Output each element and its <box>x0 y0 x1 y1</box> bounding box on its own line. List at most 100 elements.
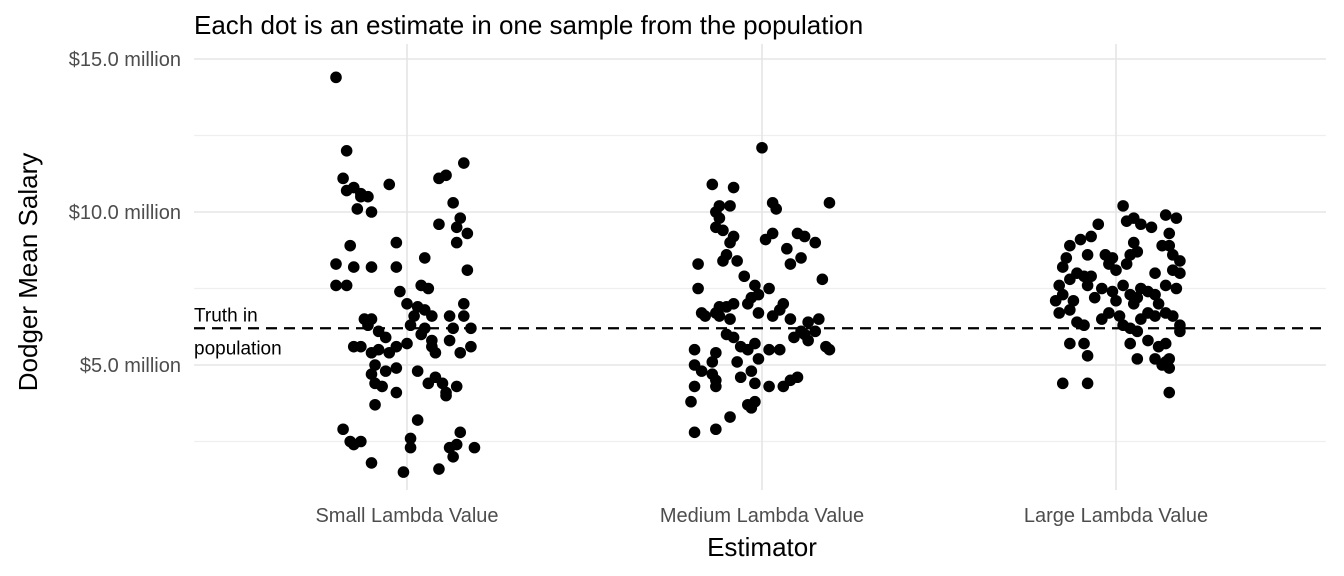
data-point <box>1067 294 1080 307</box>
data-point <box>454 346 467 359</box>
y-axis-tick-labels: $5.0 million $10.0 million $15.0 million <box>69 49 181 377</box>
data-point <box>809 236 822 249</box>
data-point <box>1142 334 1154 347</box>
data-point <box>1163 239 1176 252</box>
data-point <box>337 423 349 436</box>
data-point <box>1117 200 1129 212</box>
data-point <box>372 343 385 356</box>
data-point <box>1152 298 1165 310</box>
x-tick-label: Large Lambda Value <box>1024 505 1208 527</box>
data-point <box>411 414 424 426</box>
data-point <box>1053 307 1065 319</box>
data-point <box>365 368 378 380</box>
data-point <box>344 239 357 252</box>
data-point <box>1120 215 1133 227</box>
data-point <box>450 236 463 249</box>
data-point <box>1174 267 1186 280</box>
x-tick-label: Medium Lambda Value <box>660 505 864 527</box>
data-point <box>461 264 474 276</box>
x-axis-tick-labels: Small Lambda Value Medium Lambda Value Lar… <box>315 505 1208 527</box>
data-point <box>330 279 342 292</box>
data-point <box>415 328 428 341</box>
data-point <box>1131 353 1144 365</box>
data-point <box>465 322 477 335</box>
data-point <box>1149 267 1161 280</box>
data-point <box>773 304 786 316</box>
data-point <box>450 221 463 234</box>
data-point <box>727 181 740 194</box>
data-point <box>440 389 452 402</box>
data-point <box>724 200 736 212</box>
data-point <box>340 279 353 292</box>
data-point <box>1064 337 1076 350</box>
x-tick-label: Small Lambda Value <box>315 505 498 527</box>
data-point <box>688 426 701 439</box>
data-point <box>365 261 378 273</box>
data-point <box>355 435 367 448</box>
data-point <box>1064 304 1076 316</box>
data-point <box>756 141 768 154</box>
data-point <box>411 365 424 377</box>
data-point <box>788 331 800 344</box>
data-point <box>1106 285 1119 298</box>
data-point <box>426 310 438 322</box>
data-point <box>365 457 378 469</box>
data-point <box>369 359 381 371</box>
data-point <box>465 340 477 353</box>
data-point <box>1135 218 1147 231</box>
data-point <box>770 203 782 215</box>
y-tick-label: $5.0 million <box>80 355 181 377</box>
data-point <box>450 438 463 451</box>
data-point <box>763 282 775 295</box>
data-point <box>1096 282 1108 295</box>
data-point <box>781 242 793 255</box>
data-point <box>365 206 378 218</box>
data-point <box>454 212 467 224</box>
data-point <box>429 346 442 359</box>
data-point <box>401 298 413 310</box>
data-point <box>749 337 761 350</box>
data-point <box>397 466 410 478</box>
data-point <box>418 252 431 264</box>
data-point <box>1163 386 1176 399</box>
data-point <box>713 212 726 224</box>
data-point <box>337 172 349 185</box>
data-point <box>1159 337 1172 350</box>
data-point <box>1149 310 1161 322</box>
data-point <box>823 197 836 209</box>
data-point <box>390 362 403 374</box>
y-axis-title: Dodger Mean Salary <box>13 153 43 391</box>
x-axis-title: Estimator <box>707 532 817 562</box>
y-tick-label: $10.0 million <box>69 202 181 224</box>
data-point <box>1049 294 1062 307</box>
data-point <box>461 227 474 240</box>
data-point <box>458 310 470 322</box>
data-point <box>340 145 353 157</box>
data-point <box>731 255 743 267</box>
data-point <box>802 316 814 328</box>
data-point <box>1064 239 1076 252</box>
data-point <box>355 340 367 353</box>
data-point <box>1113 310 1126 322</box>
data-point <box>692 282 704 295</box>
data-point <box>351 203 364 215</box>
data-point <box>1092 218 1105 231</box>
data-point <box>330 71 342 84</box>
data-point <box>1145 221 1158 234</box>
data-point <box>404 441 417 454</box>
data-point <box>710 380 722 393</box>
data-point <box>436 377 449 390</box>
data-point <box>383 178 396 191</box>
data-point <box>1163 227 1176 240</box>
data-point <box>1103 307 1115 319</box>
data-point <box>763 343 775 356</box>
data-point <box>717 255 729 267</box>
data-point <box>443 310 456 322</box>
data-point <box>376 380 388 393</box>
data-point <box>1163 362 1176 374</box>
data-point <box>362 319 374 332</box>
data-point <box>813 313 825 325</box>
data-point <box>1174 325 1186 338</box>
data-point <box>685 395 697 408</box>
